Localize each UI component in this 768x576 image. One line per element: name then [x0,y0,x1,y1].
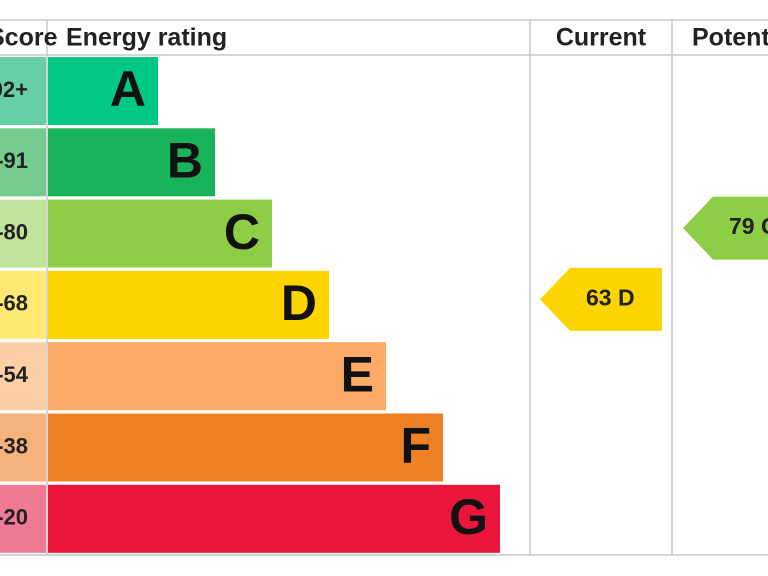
score-cell [0,128,46,197]
rating-letter: B [167,133,203,189]
score-label: 1-20 [0,505,28,530]
score-cell [0,413,46,482]
potential-arrow [683,196,768,260]
rating-letter: D [281,275,317,331]
rating-letter: A [110,61,146,117]
rating-bar [48,128,215,197]
rating-letter: E [341,346,374,402]
current-header: Current [556,24,647,52]
score-header: Score [0,24,58,52]
current-arrow-label: 63 D [586,284,635,310]
rating-bar [48,270,329,339]
score-label: 39-54 [0,362,29,387]
potential-arrow-label: 79 C [729,213,768,239]
rating-letter: F [400,418,431,474]
rating-letter: G [449,489,488,545]
score-label: 69-80 [0,219,28,244]
score-label: 21-38 [0,433,28,458]
rating-bar [48,413,443,482]
rating-bar [48,484,500,553]
score-cell [0,484,46,553]
score-cell [0,57,46,125]
score-cell [0,199,46,268]
table-frame [0,19,768,556]
score-label: 55-68 [0,291,28,316]
rating-bar [48,342,386,411]
rating-letter: C [224,204,260,260]
score-label: 81-91 [0,148,28,173]
potential-header: Potential [692,24,768,52]
rating-header: Energy rating [66,24,227,52]
current-arrow [540,267,662,331]
rating-bar [48,199,272,268]
score-label: 92+ [0,77,28,102]
score-cell [0,270,46,339]
score-cell [0,342,46,411]
rating-bar [48,57,158,125]
